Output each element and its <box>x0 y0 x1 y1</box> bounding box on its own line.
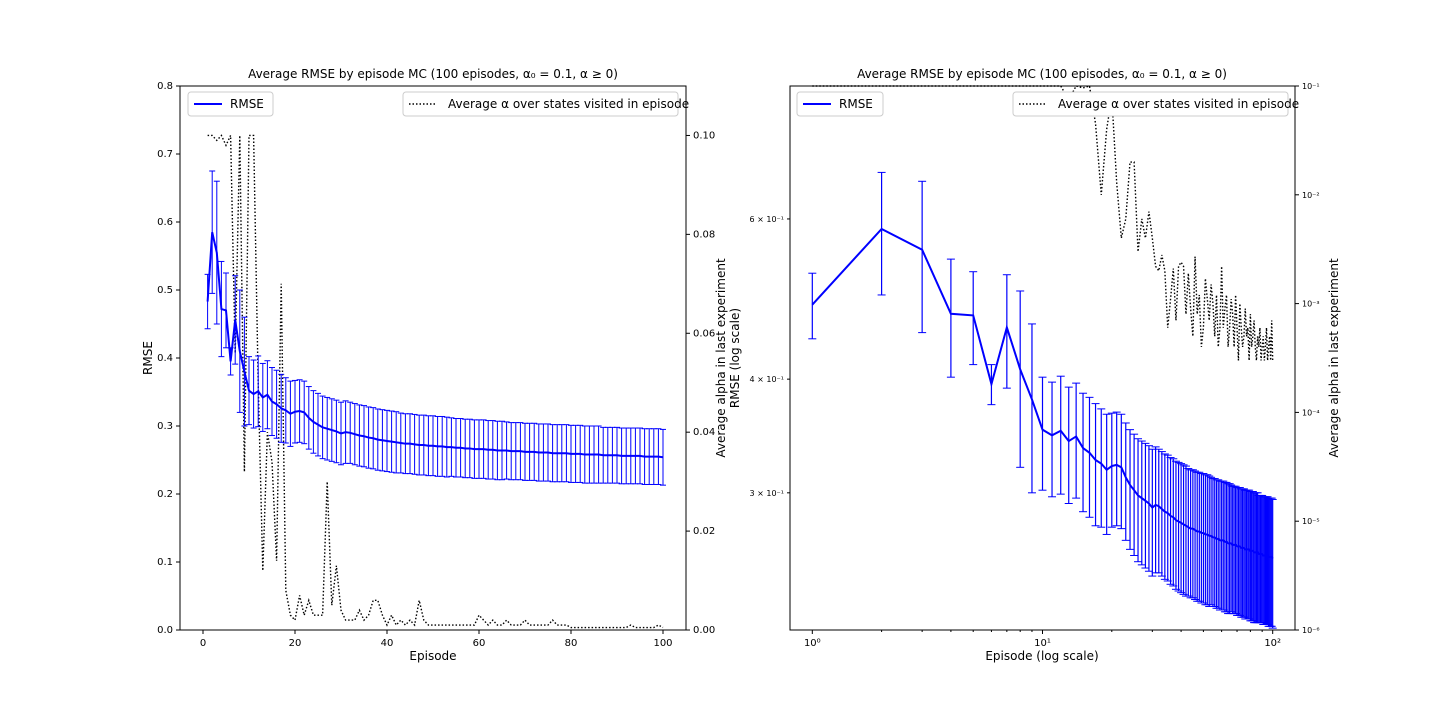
right-x-axis-label: Episode (log scale) <box>985 649 1098 663</box>
left-x-tick-label: 100 <box>653 638 672 649</box>
left-x-tick-label: 80 <box>565 638 578 649</box>
left-y2-tick-label: 0.02 <box>693 526 715 537</box>
left-chart: 0 20 40 60 80 100 0.0 0.1 0.2 0.3 0.4 0.5 0.6 0.7 0.8 0… <box>141 67 728 663</box>
right-y-tick-label: 4 × 10⁻¹ <box>750 375 785 384</box>
left-legend-rmse: RMSE <box>187 91 274 117</box>
left-y-tick-label: 0.0 <box>157 625 173 636</box>
left-y-tick-label: 0.5 <box>157 285 173 296</box>
right-legend-rmse-label: RMSE <box>839 97 873 111</box>
left-x-tick-label: 40 <box>381 638 394 649</box>
left-y-tick-label: 0.8 <box>157 81 173 92</box>
left-axis-ticks: 0 20 40 60 80 100 0.0 0.1 0.2 0.3 0.4 0.5 0.6 0.7 0.8 0… <box>157 81 715 649</box>
left-x-axis-label: Episode <box>409 649 456 663</box>
right-x-tick-label: 10² <box>1264 638 1281 649</box>
right-y2-tick-label: 10⁻⁴ <box>1302 408 1320 417</box>
left-y2-tick-label: 0.10 <box>693 130 715 141</box>
left-y2-axis-label: Average alpha in last experiment <box>714 258 728 458</box>
left-y-tick-label: 0.4 <box>157 353 173 364</box>
left-y-tick-label: 0.7 <box>157 149 173 160</box>
right-y-tick-label: 3 × 10⁻¹ <box>750 489 785 498</box>
right-plot-area <box>789 85 1296 631</box>
left-y2-tick-label: 0.06 <box>693 328 715 339</box>
left-y-tick-label: 0.3 <box>157 421 173 432</box>
left-series <box>204 134 666 629</box>
left-y-tick-label: 0.6 <box>157 217 173 228</box>
right-legend-rmse: RMSE <box>796 91 884 117</box>
right-y-tick-label: 6 × 10⁻¹ <box>750 215 785 224</box>
left-rmse-line <box>206 231 664 459</box>
left-chart-title: Average RMSE by episode MC (100 episodes… <box>248 67 618 81</box>
left-y2-tick-label: 0.04 <box>693 427 715 438</box>
left-legend-alpha: Average α over states visited in episode <box>402 91 689 117</box>
right-x-tick-label: 10¹ <box>1034 638 1051 649</box>
right-y2-tick-label: 10⁻² <box>1302 191 1320 200</box>
right-y-axis-label: RMSE (log scale) <box>728 308 742 408</box>
right-series <box>808 85 1277 629</box>
right-x-tick-label: 10⁰ <box>804 638 821 649</box>
left-x-tick-label: 0 <box>200 638 206 649</box>
right-legend-alpha: Average α over states visited in episode <box>1012 91 1299 117</box>
left-y-axis-label: RMSE <box>141 341 155 375</box>
left-x-tick-label: 20 <box>289 638 302 649</box>
left-plot-area <box>179 85 687 631</box>
right-axis-ticks: 10⁰ 10¹ 10² 3 × 10⁻¹ 4 × 10⁻¹ 6 × 10⁻¹ 10⁻⁶ 10⁻… <box>750 82 1320 649</box>
right-y2-tick-label: 10⁻³ <box>1302 300 1320 309</box>
right-rmse-line <box>811 227 1274 560</box>
right-y2-tick-label: 10⁻¹ <box>1302 82 1320 91</box>
left-y2-tick-label: 0.08 <box>693 229 715 240</box>
right-legend-alpha-label: Average α over states visited in episode <box>1058 97 1299 111</box>
left-legend-rmse-label: RMSE <box>230 97 264 111</box>
left-legend-alpha-label: Average α over states visited in episode <box>448 97 689 111</box>
right-chart-title: Average RMSE by episode MC (100 episodes… <box>857 67 1227 81</box>
right-y2-tick-label: 10⁻⁶ <box>1302 626 1320 635</box>
right-y2-axis-label: Average alpha in last experiment <box>1327 258 1341 458</box>
left-y-tick-label: 0.2 <box>157 489 173 500</box>
right-y2-tick-label: 10⁻⁵ <box>1302 517 1320 526</box>
left-y2-tick-label: 0.00 <box>693 625 715 636</box>
right-chart: 10⁰ 10¹ 10² 3 × 10⁻¹ 4 × 10⁻¹ 6 × 10⁻¹ 10⁻⁶ 10⁻… <box>728 67 1341 663</box>
left-x-tick-label: 60 <box>473 638 486 649</box>
left-alpha-line <box>207 134 664 629</box>
left-y-tick-label: 0.1 <box>157 557 173 568</box>
